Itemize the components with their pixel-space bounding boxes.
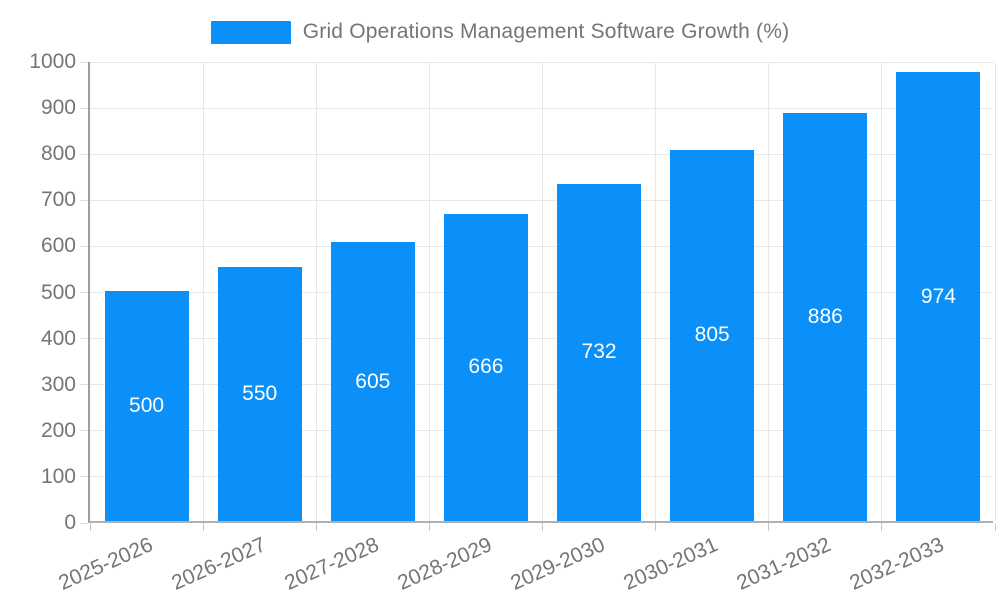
- gridline-h: [90, 476, 993, 478]
- bar-value-label: 666: [468, 355, 504, 379]
- x-tick-mark: [89, 523, 91, 531]
- x-tick-label: 2031-2032: [733, 533, 835, 595]
- bar-value-label: 886: [807, 304, 843, 328]
- gridline-h: [90, 245, 993, 247]
- bar[interactable]: 500: [104, 290, 189, 521]
- gridline-v: [315, 62, 317, 521]
- bar-value-label: 805: [694, 323, 730, 347]
- y-tick-label: 100: [40, 464, 76, 488]
- plot-area: 0 100 200 300 400 500 600 700 800 900 1000 500 2025-…: [29, 50, 996, 595]
- gridline-h: [90, 199, 993, 201]
- y-tick-mark: [80, 245, 88, 247]
- x-tick-mark: [202, 523, 204, 531]
- gridline-h: [90, 107, 993, 109]
- y-tick-label: 600: [40, 234, 76, 258]
- y-tick-mark: [80, 61, 88, 63]
- y-tick-mark: [80, 476, 88, 478]
- x-tick-mark: [542, 523, 543, 531]
- bar[interactable]: 666: [443, 213, 528, 521]
- y-tick-label: 900: [40, 96, 76, 120]
- legend-label[interactable]: Grid Operations Management Software Grow…: [302, 20, 790, 43]
- bar-value-label: 605: [355, 369, 391, 393]
- bar[interactable]: 732: [557, 183, 642, 521]
- y-tick-mark: [80, 199, 88, 201]
- y-tick-mark: [80, 153, 88, 155]
- y-tick-label: 1000: [29, 50, 76, 73]
- y-tick-mark: [80, 430, 88, 432]
- x-tick-label: 2029-2030: [507, 533, 609, 595]
- bar-value-label: 500: [129, 393, 165, 417]
- gridline-v: [655, 62, 657, 521]
- gridline-v: [881, 62, 883, 521]
- bar[interactable]: 550: [217, 267, 302, 521]
- y-tick-label: 500: [40, 280, 76, 304]
- y-tick-label: 0: [64, 511, 76, 534]
- bar[interactable]: 605: [330, 242, 415, 521]
- legend[interactable]: Grid Operations Management Software Grow…: [0, 20, 1000, 44]
- gridline-h: [90, 292, 993, 293]
- gridline-h: [90, 384, 993, 386]
- gridline-v: [768, 62, 770, 521]
- x-tick-mark: [881, 523, 883, 531]
- gridline-h: [90, 61, 993, 63]
- bar-value-label: 550: [242, 382, 278, 406]
- bar-value-label: 974: [920, 284, 956, 308]
- x-tick-mark: [655, 523, 657, 531]
- bar[interactable]: 805: [670, 149, 755, 521]
- y-tick-mark: [80, 107, 88, 109]
- bar[interactable]: 886: [783, 112, 868, 521]
- gridline-h: [90, 153, 993, 155]
- y-tick-label: 800: [40, 142, 76, 166]
- gridline-v: [428, 62, 430, 521]
- y-tick-label: 300: [40, 372, 76, 396]
- gridline-v: [994, 62, 996, 521]
- x-tick-label: 2025-2026: [54, 533, 156, 595]
- gridline-v: [542, 62, 543, 521]
- x-tick-label: 2030-2031: [620, 533, 722, 595]
- y-tick-mark: [80, 292, 88, 293]
- x-tick-mark: [315, 523, 317, 531]
- legend-swatch[interactable]: [210, 20, 291, 44]
- x-tick-label: 2026-2027: [167, 533, 270, 595]
- gridline-h: [90, 430, 993, 432]
- y-tick-mark: [80, 384, 88, 386]
- y-tick-label: 200: [40, 418, 76, 442]
- x-tick-label: 2032-2033: [846, 533, 948, 595]
- gridline-h: [90, 338, 993, 340]
- y-tick-label: 400: [40, 326, 76, 350]
- x-tick-mark: [768, 523, 770, 531]
- y-tick-label: 700: [40, 188, 76, 212]
- gridline-v: [202, 62, 204, 521]
- x-tick-mark: [994, 523, 996, 531]
- y-tick-mark: [80, 338, 88, 340]
- x-tick-mark: [428, 523, 430, 531]
- x-tick-label: 2028-2029: [394, 533, 496, 595]
- x-tick-label: 2027-2028: [281, 533, 383, 595]
- y-tick-mark: [80, 522, 88, 524]
- bar[interactable]: 974: [896, 72, 981, 521]
- bar-value-label: 732: [581, 340, 617, 364]
